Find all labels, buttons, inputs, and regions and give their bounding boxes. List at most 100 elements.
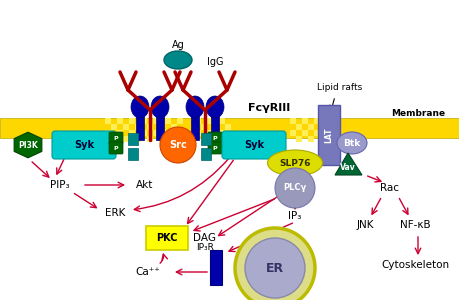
Bar	[319, 124, 325, 130]
Bar	[218, 130, 224, 136]
FancyBboxPatch shape	[109, 142, 123, 154]
Bar	[129, 118, 134, 124]
Text: LAT: LAT	[324, 127, 333, 143]
Bar	[308, 124, 313, 130]
Text: FcγRIII: FcγRIII	[247, 103, 290, 113]
Bar	[129, 130, 134, 136]
Bar	[128, 133, 138, 145]
Bar	[134, 124, 141, 130]
Text: P: P	[113, 136, 118, 140]
Bar	[207, 130, 213, 136]
Bar	[190, 116, 199, 140]
FancyBboxPatch shape	[207, 132, 222, 144]
Bar	[295, 124, 302, 130]
Text: Ca⁺⁺: Ca⁺⁺	[135, 267, 160, 277]
Bar	[313, 118, 319, 124]
Text: ER: ER	[265, 262, 284, 275]
Text: Btk: Btk	[342, 139, 360, 148]
Text: P: P	[212, 136, 217, 140]
Bar	[177, 118, 183, 124]
Bar	[201, 124, 207, 130]
Text: PKC: PKC	[156, 233, 177, 243]
Polygon shape	[334, 153, 361, 175]
Bar	[111, 124, 117, 130]
Text: P: P	[212, 146, 217, 151]
Text: ERK: ERK	[105, 208, 125, 218]
Bar	[134, 136, 141, 142]
Bar	[289, 130, 295, 136]
Bar	[195, 130, 201, 136]
Bar	[147, 136, 153, 142]
Bar	[308, 124, 313, 130]
Bar	[325, 118, 331, 124]
Bar	[171, 124, 177, 130]
Circle shape	[274, 168, 314, 208]
Bar	[195, 118, 201, 124]
Text: Syk: Syk	[243, 140, 263, 150]
Bar	[105, 118, 111, 124]
Bar	[325, 118, 331, 124]
Ellipse shape	[336, 132, 366, 154]
Bar	[319, 136, 325, 142]
Bar	[302, 118, 308, 124]
Bar	[319, 124, 325, 130]
Text: PIP₃: PIP₃	[50, 180, 70, 190]
Ellipse shape	[131, 96, 149, 118]
Bar	[218, 118, 224, 124]
Ellipse shape	[267, 150, 322, 176]
Text: NF-κB: NF-κB	[399, 220, 429, 230]
Bar	[153, 118, 159, 124]
Bar	[123, 124, 129, 130]
Bar	[159, 124, 165, 130]
Text: IgG: IgG	[206, 57, 223, 67]
Bar	[295, 136, 302, 142]
Bar	[325, 130, 331, 136]
Bar	[141, 118, 147, 124]
Bar	[319, 136, 325, 142]
Text: Rac: Rac	[380, 183, 398, 193]
FancyBboxPatch shape	[109, 132, 123, 144]
Bar	[313, 118, 319, 124]
Circle shape	[160, 127, 196, 163]
Bar	[0, 118, 459, 138]
Circle shape	[245, 238, 304, 298]
Bar	[317, 105, 339, 165]
Text: Membrane: Membrane	[390, 109, 444, 118]
Bar	[213, 124, 218, 130]
Bar	[123, 136, 129, 142]
Ellipse shape	[164, 51, 191, 69]
Text: IP₃R: IP₃R	[196, 244, 213, 253]
Bar	[117, 130, 123, 136]
Text: DAG: DAG	[193, 233, 216, 243]
Bar	[177, 130, 183, 136]
Bar	[165, 130, 171, 136]
Text: Ag: Ag	[171, 40, 184, 50]
Bar	[289, 118, 295, 124]
FancyBboxPatch shape	[222, 131, 285, 159]
Text: IP₃: IP₃	[288, 211, 301, 221]
Bar	[313, 130, 319, 136]
Bar	[295, 124, 302, 130]
Text: PI3K: PI3K	[18, 140, 38, 149]
Bar	[295, 136, 302, 142]
Bar	[325, 130, 331, 136]
Bar	[302, 130, 308, 136]
Bar	[289, 130, 295, 136]
Bar	[210, 250, 222, 285]
FancyBboxPatch shape	[146, 226, 188, 250]
Bar	[302, 118, 308, 124]
FancyBboxPatch shape	[207, 142, 222, 154]
Bar	[224, 136, 230, 142]
Bar	[128, 148, 138, 160]
Bar	[308, 136, 313, 142]
Text: Vav: Vav	[339, 163, 355, 172]
Bar	[159, 136, 165, 142]
Bar	[224, 124, 230, 130]
Bar	[308, 136, 313, 142]
Text: P: P	[113, 146, 118, 151]
Bar	[201, 148, 211, 160]
Text: Syk: Syk	[74, 140, 94, 150]
Polygon shape	[14, 132, 42, 158]
Bar	[201, 133, 211, 145]
Bar	[207, 118, 213, 124]
